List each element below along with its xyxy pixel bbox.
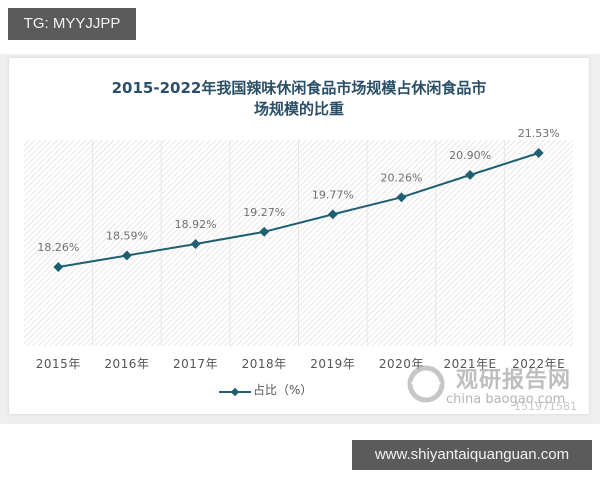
x-axis-label: 2020年 (378, 357, 424, 371)
category-gridlines (92, 140, 505, 346)
data-label: 18.59% (106, 229, 148, 242)
chart-card: 2015-2022年我国辣味休闲食品市场规模占休闲食品市 场规模的比重 18.2… (9, 58, 589, 414)
data-point-marker (533, 148, 544, 158)
data-point-marker (396, 192, 407, 203)
legend: 占比（%） (219, 381, 312, 397)
data-label: 19.27% (243, 206, 285, 219)
bottom-url-tag: www.shiyantaiquanguan.com (352, 440, 592, 470)
line-plot: 18.26% 18.59% 18.92% 19.27% 19.77% 20.26% 20.9… (24, 127, 573, 346)
chart-title: 2015-2022年我国辣味休闲食品市场规模占休闲食品市 场规模的比重 (9, 78, 589, 120)
x-axis-label: 2018年 (241, 357, 287, 371)
data-point-marker (259, 226, 270, 237)
series-markers (53, 148, 544, 272)
chart-title-line-1: 2015-2022年我国辣味休闲食品市场规模占休闲食品市 (111, 79, 487, 97)
series-line (58, 152, 540, 268)
watermark: 观研报告网 china baogao.com 151971581 (404, 358, 594, 416)
data-labels: 18.26% 18.59% 18.92% 19.27% 19.77% 20.26% 20.9… (37, 127, 559, 254)
x-axis-label: 2017年 (173, 357, 219, 371)
data-point-marker (327, 209, 338, 220)
data-label: 18.26% (37, 241, 79, 254)
data-label: 18.92% (175, 218, 217, 231)
legend-label: 占比（%） (253, 382, 313, 397)
data-label: 21.53% (518, 127, 560, 140)
x-axis-label: 2022年E (512, 357, 566, 371)
data-point-marker (190, 239, 201, 249)
x-axis-label: 2015年 (35, 357, 81, 371)
x-axis-label: 2016年 (104, 357, 150, 371)
chart-title-line-2: 场规模的比重 (253, 100, 344, 118)
data-point-marker (465, 170, 476, 180)
data-label: 20.90% (449, 149, 491, 162)
watermark-domain: china baogao.com (446, 392, 566, 407)
watermark-brand: 观研报告网 (456, 368, 572, 393)
data-point-marker (121, 250, 132, 261)
x-axis-label: 2021年E (443, 357, 497, 371)
legend-line-marker-icon (219, 383, 251, 397)
data-label: 19.77% (312, 188, 354, 201)
data-label: 20.26% (380, 171, 422, 184)
x-axis-label: 2019年 (310, 357, 356, 371)
top-tag: TG: MYYJJPP (8, 8, 136, 40)
watermark-id: 151971581 (514, 400, 577, 413)
watermark-logo-icon (407, 365, 445, 403)
